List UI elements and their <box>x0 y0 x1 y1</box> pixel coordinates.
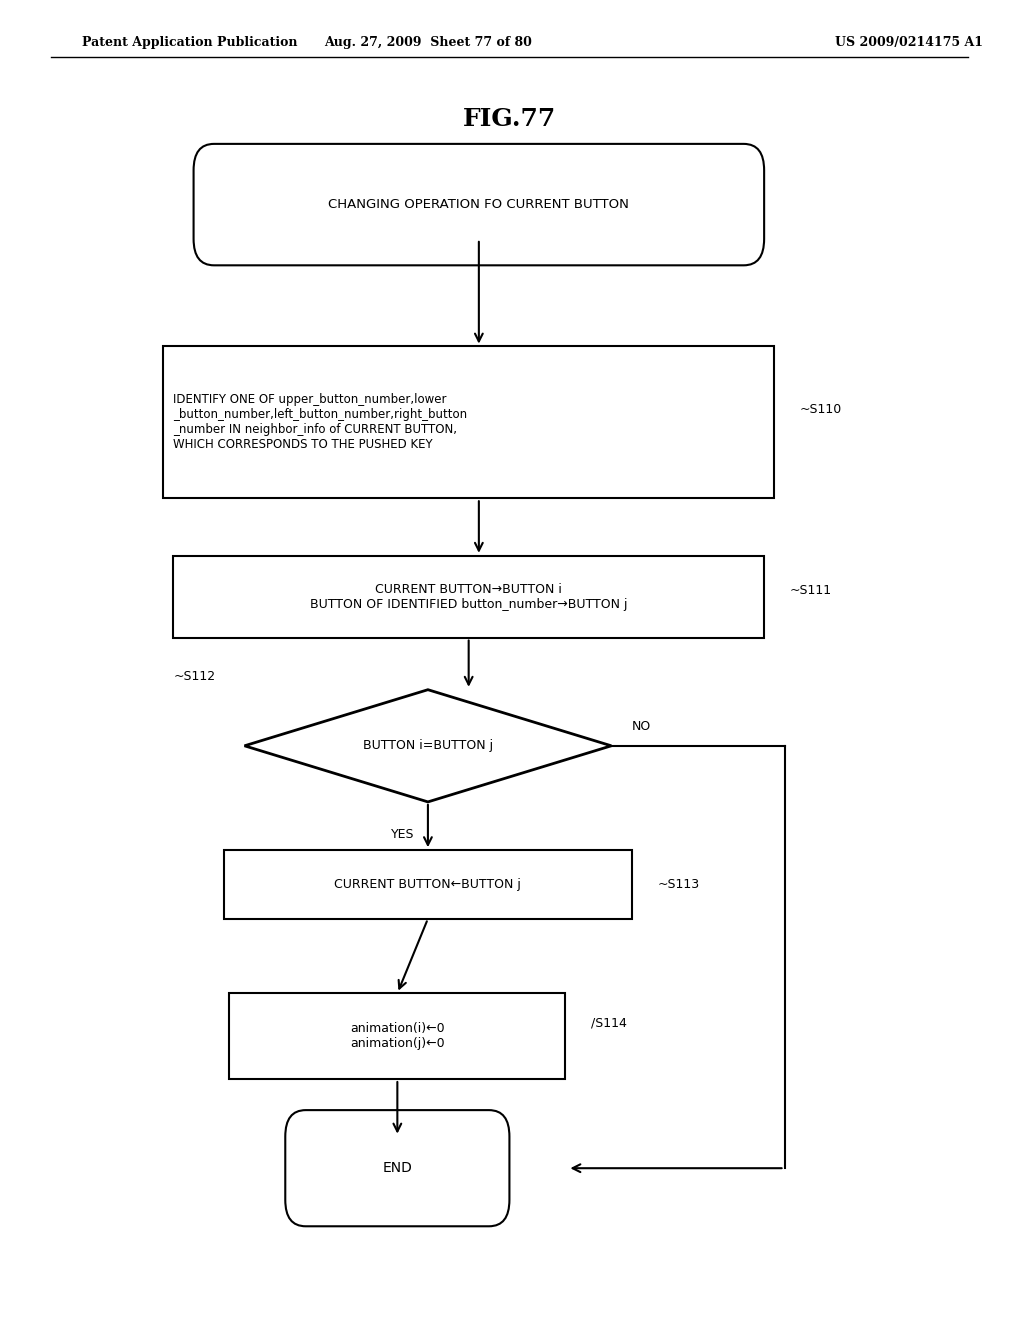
Text: US 2009/0214175 A1: US 2009/0214175 A1 <box>836 36 983 49</box>
FancyBboxPatch shape <box>173 556 764 638</box>
Text: ~S112: ~S112 <box>173 671 215 682</box>
Text: NO: NO <box>632 719 651 733</box>
Text: BUTTON i=BUTTON j: BUTTON i=BUTTON j <box>362 739 493 752</box>
Text: /S114: /S114 <box>591 1016 627 1030</box>
Text: IDENTIFY ONE OF upper_button_number,lower
_button_number,left_button_number,righ: IDENTIFY ONE OF upper_button_number,lowe… <box>173 393 467 451</box>
Text: CHANGING OPERATION FO CURRENT BUTTON: CHANGING OPERATION FO CURRENT BUTTON <box>329 198 630 211</box>
Text: ~S110: ~S110 <box>800 403 842 416</box>
Text: FIG.77: FIG.77 <box>463 107 556 131</box>
Text: END: END <box>382 1162 413 1175</box>
Text: ~S111: ~S111 <box>790 583 831 597</box>
Text: animation(i)←0
animation(j)←0: animation(i)←0 animation(j)←0 <box>350 1022 444 1051</box>
FancyBboxPatch shape <box>194 144 764 265</box>
Text: Aug. 27, 2009  Sheet 77 of 80: Aug. 27, 2009 Sheet 77 of 80 <box>324 36 531 49</box>
FancyBboxPatch shape <box>229 993 565 1080</box>
FancyBboxPatch shape <box>286 1110 509 1226</box>
Text: YES: YES <box>391 829 414 841</box>
Polygon shape <box>245 689 611 801</box>
Text: CURRENT BUTTON←BUTTON j: CURRENT BUTTON←BUTTON j <box>335 878 521 891</box>
FancyBboxPatch shape <box>163 346 774 498</box>
Text: ~S113: ~S113 <box>657 878 699 891</box>
Text: CURRENT BUTTON→BUTTON i
BUTTON OF IDENTIFIED button_number→BUTTON j: CURRENT BUTTON→BUTTON i BUTTON OF IDENTI… <box>310 582 628 611</box>
Text: Patent Application Publication: Patent Application Publication <box>82 36 297 49</box>
FancyBboxPatch shape <box>224 850 632 919</box>
